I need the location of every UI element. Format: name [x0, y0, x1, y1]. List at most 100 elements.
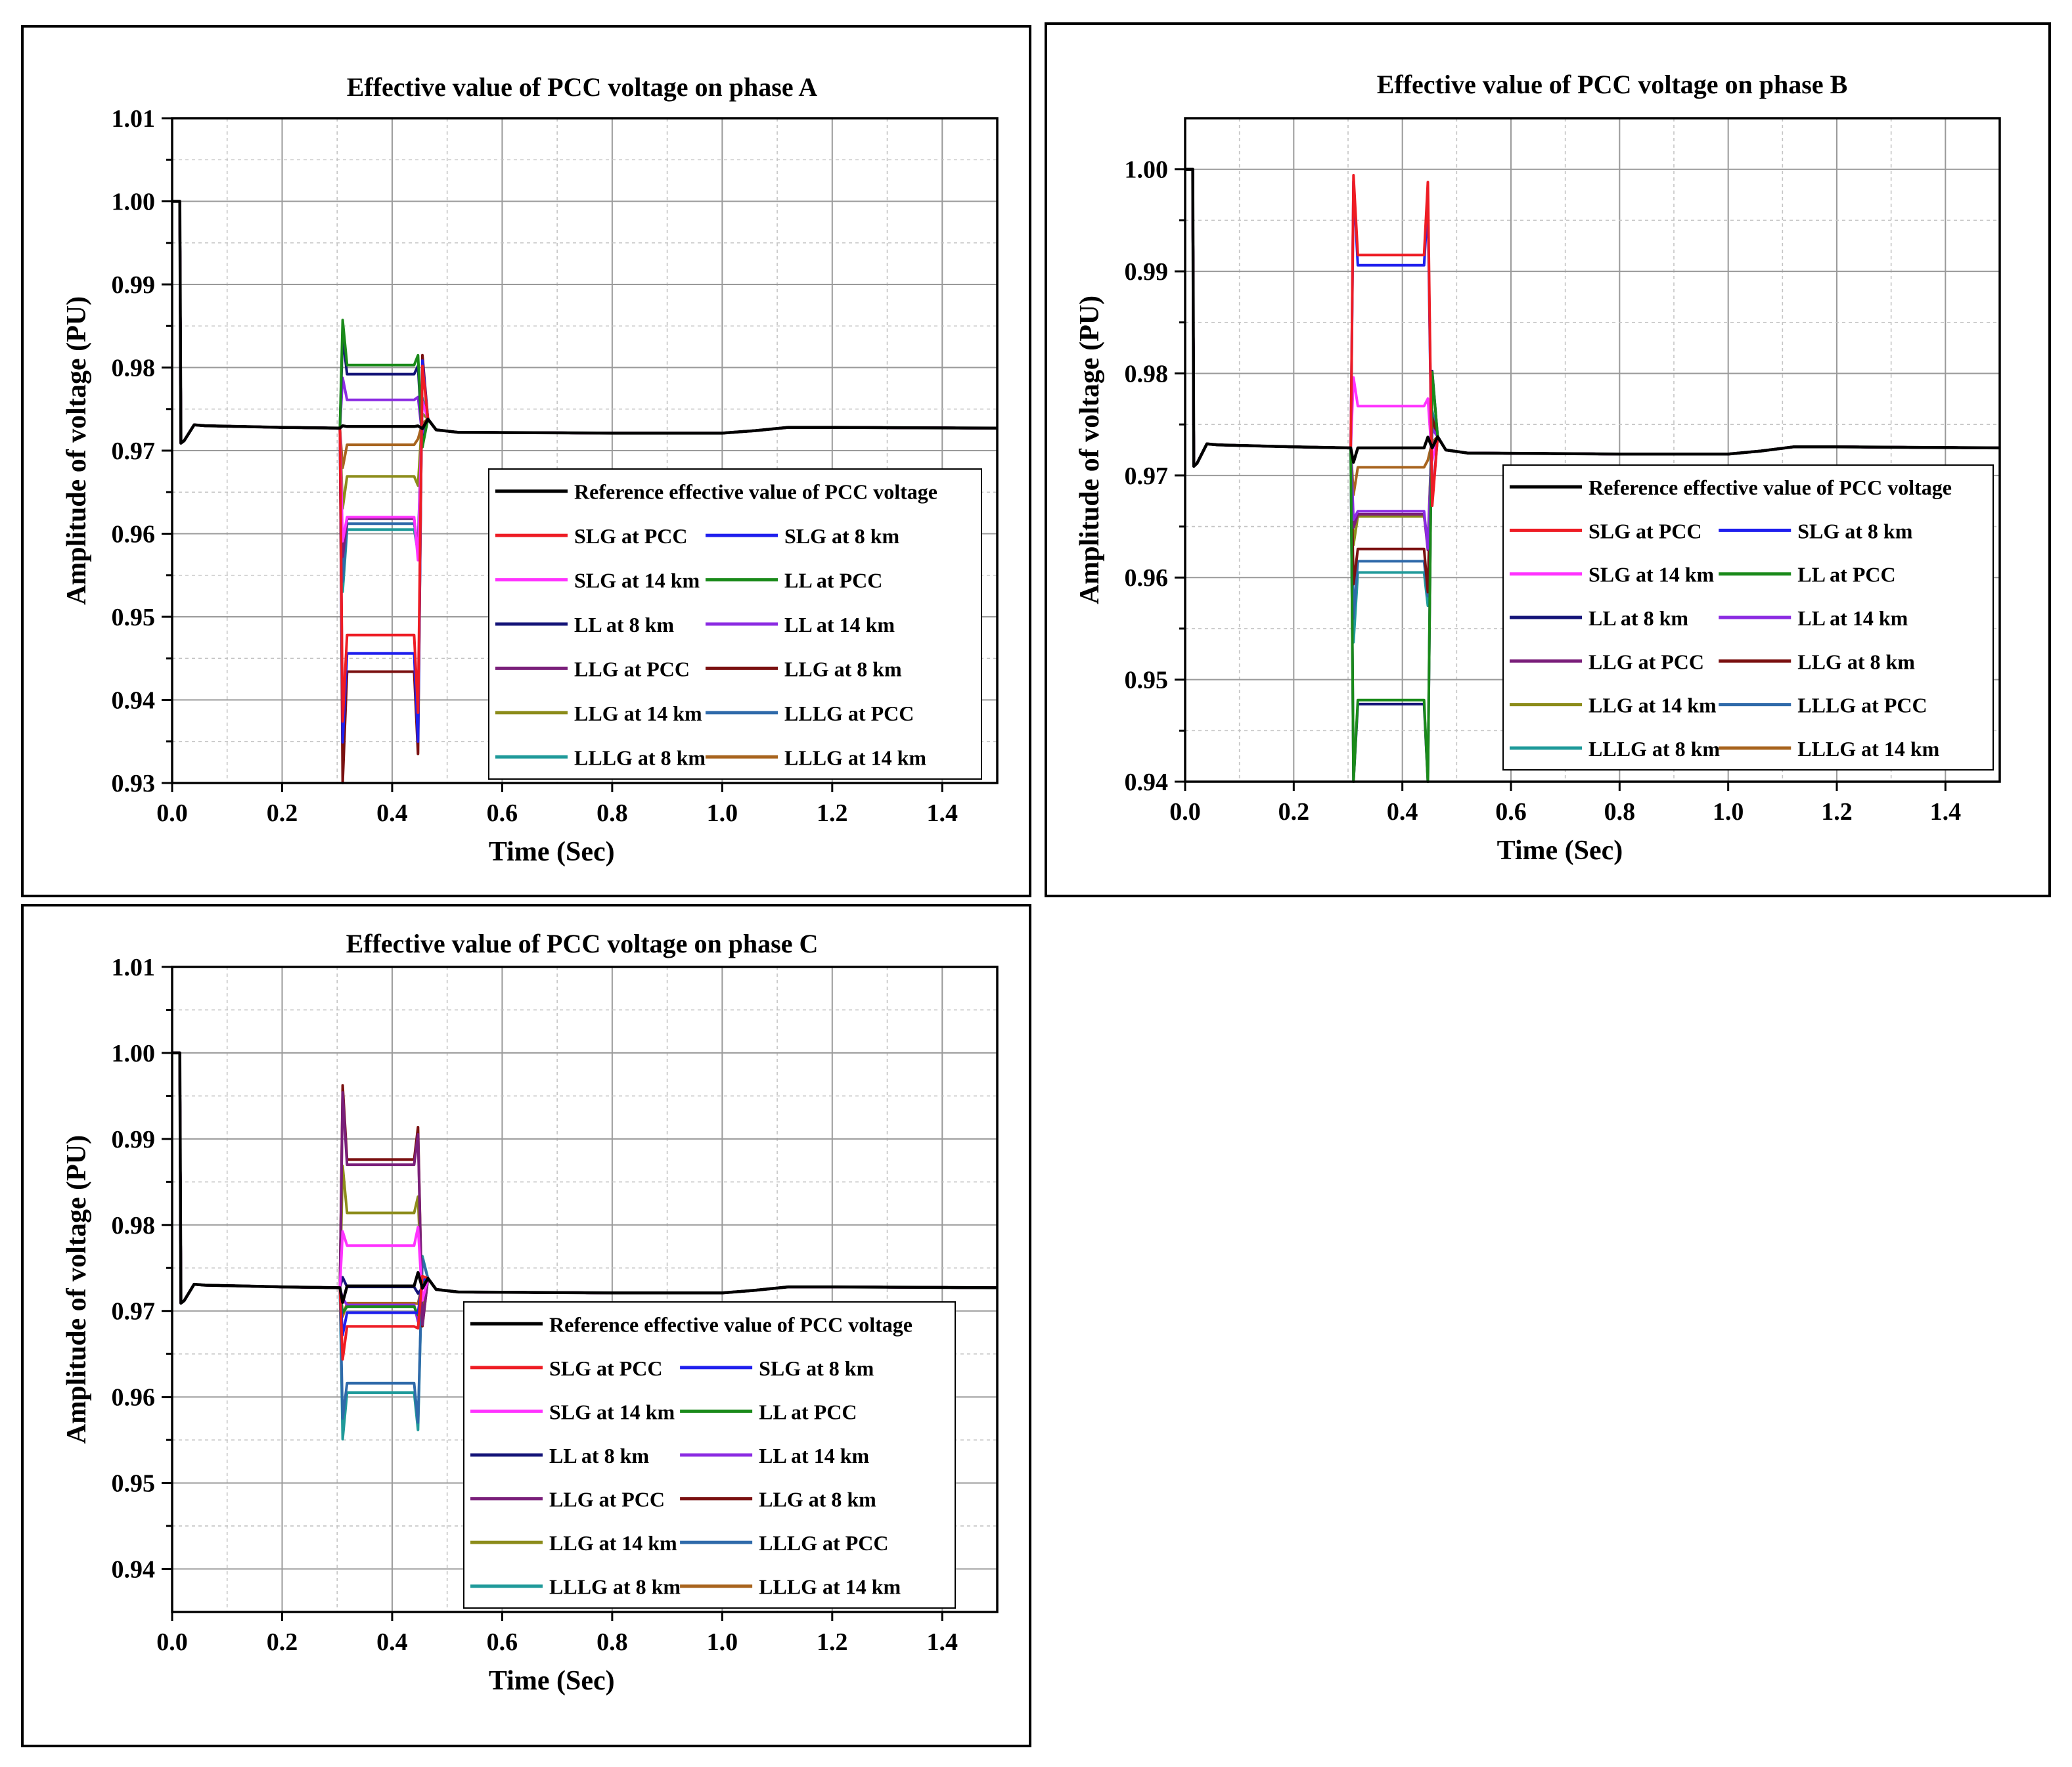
y-tick-label: 0.95 [112, 1470, 156, 1498]
legend-label-lllg-at-8-km: LLLG at 8 km [574, 746, 706, 769]
legend-label-ll-at-8-km: LL at 8 km [549, 1444, 649, 1467]
y-tick-label: 0.95 [112, 604, 156, 631]
chart-panel-phase-c: Effective value of PCC voltage on phase … [21, 904, 1031, 1747]
legend-label-lllg-at-pcc: LLLG at PCC [759, 1531, 888, 1555]
x-tick-label: 0.6 [487, 799, 518, 827]
legend-box [463, 1301, 956, 1609]
y-tick-label: 0.96 [112, 521, 156, 548]
legend-label-slg-at-8-km: SLG at 8 km [1797, 519, 1912, 543]
chart-title: Effective value of PCC voltage on phase … [346, 929, 819, 958]
y-tick-label: 0.96 [112, 1384, 156, 1412]
legend-label-slg-at-14-km: SLG at 14 km [574, 569, 700, 593]
legend-label-llg-at-pcc: LLG at PCC [1588, 650, 1704, 673]
legend-label-slg-at-8-km: SLG at 8 km [759, 1356, 874, 1380]
series-line-ll-at-pcc [172, 1051, 998, 1316]
y-tick-label: 1.00 [112, 1040, 156, 1067]
legend-label-ll-at-14-km: LL at 14 km [1797, 606, 1908, 630]
legend-label-llg-at-14-km: LLG at 14 km [549, 1531, 677, 1555]
series-line-ll-at-8-km [172, 1051, 998, 1305]
x-tick-label: 0.0 [156, 799, 188, 827]
x-tick-label: 0.2 [267, 799, 298, 827]
chart-phase-b: Effective value of PCC voltage on phase … [1075, 70, 2001, 866]
legend: Reference effective value of PCC voltage… [488, 468, 982, 780]
legend-label-lllg-at-14-km: LLLG at 14 km [759, 1575, 901, 1599]
series-line-llg-at-8-km [172, 1051, 998, 1328]
legend-label-ll-at-14-km: LL at 14 km [759, 1444, 869, 1467]
y-tick-label: 0.94 [112, 687, 156, 715]
legend-label-reference-effective-value-of-pcc-voltage: Reference effective value of PCC voltage [574, 480, 937, 504]
legend-label-ll-at-8-km: LL at 8 km [1588, 606, 1688, 630]
legend-label-llg-at-pcc: LLG at PCC [574, 657, 690, 681]
legend: Reference effective value of PCC voltage… [463, 1301, 956, 1609]
x-tick-label: 1.0 [1713, 798, 1744, 826]
legend-label-lllg-at-14-km: LLLG at 14 km [784, 746, 926, 769]
y-tick-label: 1.00 [1125, 156, 1169, 184]
legend-label-llg-at-14-km: LLG at 14 km [574, 702, 702, 725]
y-tick-label: 0.97 [112, 1298, 156, 1326]
series-line-lllg-at-14-km [172, 1051, 998, 1318]
series-group [172, 1051, 998, 1441]
x-tick-label: 0.6 [487, 1628, 518, 1656]
legend-label-llg-at-8-km: LLG at 8 km [759, 1488, 876, 1511]
y-tick-label: 0.99 [1125, 258, 1169, 286]
legend-label-slg-at-14-km: SLG at 14 km [549, 1400, 675, 1423]
legend-label-ll-at-pcc: LL at PCC [759, 1400, 857, 1423]
series-line-reference-effective-value-of-pcc-voltage [172, 200, 998, 445]
y-tick-label: 0.98 [1125, 360, 1169, 388]
legend-label-llg-at-pcc: LLG at PCC [549, 1488, 665, 1511]
plot-frame [171, 966, 999, 1613]
x-tick-label: 0.8 [597, 799, 628, 827]
legend-label-ll-at-14-km: LL at 14 km [784, 613, 895, 637]
series-line-llg-at-14-km [172, 1051, 998, 1312]
legend-label-slg-at-pcc: SLG at PCC [1588, 519, 1701, 543]
series-line-llg-at-14-km [172, 200, 998, 510]
legend-label-reference-effective-value-of-pcc-voltage: Reference effective value of PCC voltage [549, 1312, 912, 1336]
legend-label-slg-at-14-km: SLG at 14 km [1588, 563, 1714, 587]
y-tick-label: 0.97 [1125, 462, 1169, 490]
plot-frame [171, 117, 999, 784]
series-line-ll-at-14-km [172, 200, 998, 445]
x-tick-label: 1.2 [1821, 798, 1853, 826]
legend-label-llg-at-8-km: LLG at 8 km [784, 657, 902, 681]
legend-label-lllg-at-pcc: LLLG at PCC [784, 702, 914, 725]
x-tick-label: 1.4 [927, 799, 958, 827]
legend-label-ll-at-8-km: LL at 8 km [574, 613, 674, 637]
x-tick-label: 0.2 [1278, 798, 1310, 826]
legend-label-lllg-at-8-km: LLLG at 8 km [549, 1575, 681, 1599]
y-tick-label: 0.99 [112, 271, 156, 299]
chart-title: Effective value of PCC voltage on phase … [1377, 70, 1848, 99]
chart-title: Effective value of PCC voltage on phase … [347, 72, 818, 102]
y-tick-label: 0.96 [1125, 564, 1169, 592]
chart-phase-a: Effective value of PCC voltage on phase … [62, 72, 999, 867]
y-axis-label: Amplitude of voltage (PU) [1075, 296, 1105, 604]
x-tick-label: 1.0 [707, 1628, 738, 1656]
series-line-llg-at-pcc [172, 1051, 998, 1326]
series-line-slg-at-14-km [172, 1051, 998, 1305]
y-tick-label: 0.95 [1125, 667, 1169, 694]
series-line-reference-effective-value-of-pcc-voltage [172, 1051, 998, 1305]
legend-label-lllg-at-14-km: LLLG at 14 km [1797, 737, 1939, 761]
y-tick-label: 0.98 [112, 355, 156, 382]
y-tick-label: 0.94 [1125, 769, 1169, 796]
chart-panel-phase-a: Effective value of PCC voltage on phase … [21, 25, 1031, 897]
legend-label-slg-at-pcc: SLG at PCC [574, 524, 687, 548]
y-tick-label: 0.94 [112, 1556, 156, 1584]
x-axis-label: Time (Sec) [489, 837, 615, 867]
plot-frame [1184, 117, 2001, 783]
x-tick-label: 0.0 [156, 1628, 188, 1656]
legend: Reference effective value of PCC voltage… [1502, 464, 1994, 771]
y-tick-label: 0.93 [112, 770, 156, 797]
legend-label-reference-effective-value-of-pcc-voltage: Reference effective value of PCC voltage [1588, 476, 1952, 499]
series-line-ll-at-pcc [172, 200, 998, 449]
legend-label-ll-at-pcc: LL at PCC [1797, 563, 1895, 587]
x-tick-label: 1.2 [817, 1628, 848, 1656]
series-group [1185, 168, 2000, 783]
x-tick-label: 1.0 [707, 799, 738, 827]
legend-label-llg-at-8-km: LLG at 8 km [1797, 650, 1915, 673]
series-line-slg-at-14-km [1185, 168, 2000, 468]
y-axis-label: Amplitude of voltage (PU) [62, 1135, 92, 1444]
series-line-ll-at-14-km [172, 1051, 998, 1324]
y-tick-label: 1.01 [112, 105, 156, 133]
series-line-ll-at-8-km [172, 200, 998, 446]
legend-label-slg-at-8-km: SLG at 8 km [784, 524, 899, 548]
